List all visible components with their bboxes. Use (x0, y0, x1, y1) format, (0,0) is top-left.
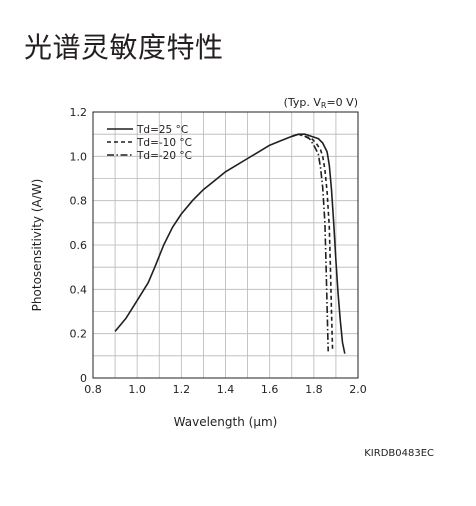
series-lines (114, 133, 346, 354)
y-tick-label: 1.0 (70, 150, 88, 163)
page-title: 光谱灵敏度特性 (24, 31, 224, 64)
x-axis-label: Wavelength (µm) (174, 415, 278, 429)
x-tick-label: 1.4 (217, 383, 235, 396)
legend-label: Td=25 °C (136, 124, 188, 136)
x-tick-label: 2.0 (349, 383, 367, 396)
x-tick-labels: 0.8 1.0 1.2 1.4 1.6 1.8 2.0 (84, 383, 367, 396)
legend-label: Td=-20 °C (136, 150, 192, 162)
series-line-dashdot (291, 133, 329, 352)
y-tick-labels: 0 0.2 0.4 0.6 0.8 1.0 1.2 (70, 106, 88, 385)
condition-note-subscript: R (321, 101, 327, 110)
condition-note-prefix: (Typ. V (284, 96, 322, 109)
legend-label: Td=-10 °C (136, 137, 192, 149)
series-line-dashed (291, 133, 334, 352)
x-tick-label: 1.0 (128, 383, 146, 396)
x-tick-label: 1.6 (261, 383, 279, 396)
plot-grid (93, 112, 358, 378)
document-code: KIRDB0483EC (364, 448, 434, 459)
legend: Td=25 °CTd=-10 °CTd=-20 °C (107, 124, 192, 162)
y-tick-label: 0.2 (70, 328, 88, 341)
series-line-solid (114, 133, 346, 354)
x-tick-label: 0.8 (84, 383, 102, 396)
condition-note-rest: =0 V) (326, 96, 358, 109)
y-tick-label: 0 (80, 372, 87, 385)
x-tick-label: 1.2 (173, 383, 191, 396)
plot-frame (92, 111, 359, 379)
measurement-condition-note: (Typ. VR=0 V) (284, 96, 358, 110)
y-tick-label: 0.8 (70, 195, 88, 208)
y-tick-label: 1.2 (70, 106, 88, 119)
y-tick-label: 0.6 (70, 239, 88, 252)
x-tick-label: 1.8 (305, 383, 323, 396)
y-axis-label: Photosensitivity (A/W) (30, 179, 44, 312)
y-tick-label: 0.4 (70, 283, 88, 296)
